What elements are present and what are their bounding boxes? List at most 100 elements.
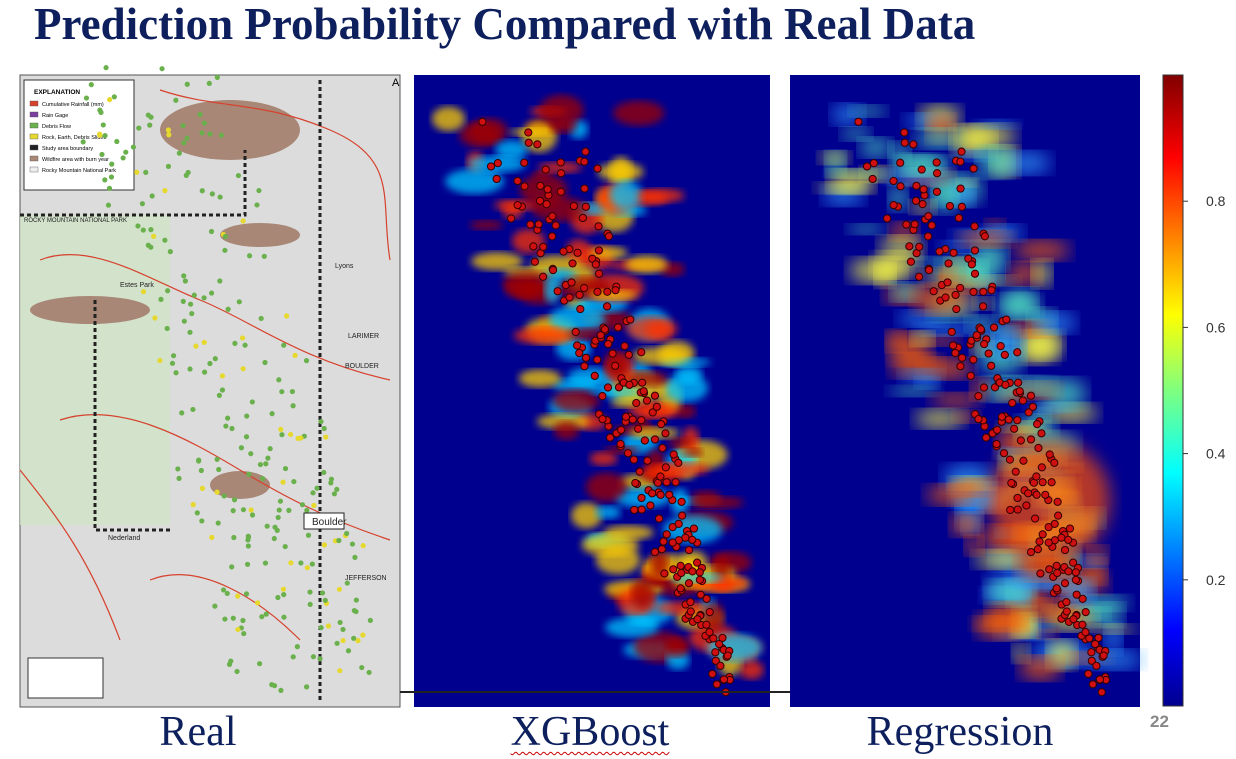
observed-point (1032, 490, 1041, 499)
observed-point (905, 242, 914, 251)
observed-point (889, 176, 898, 186)
map-dot (218, 132, 224, 138)
burn-area (160, 100, 300, 160)
observed-point (967, 260, 976, 269)
map-dot (167, 249, 173, 255)
observed-point (979, 287, 988, 296)
map-dot (349, 541, 356, 547)
map-dot (258, 315, 264, 322)
map-dot (336, 586, 343, 592)
observed-point (1095, 675, 1105, 684)
observed-point (575, 290, 584, 300)
observed-point (715, 640, 724, 649)
observed-point (637, 493, 646, 503)
legend-text: Debris Flow (42, 124, 71, 130)
map-dot (259, 614, 265, 620)
observed-point (569, 201, 579, 211)
observed-point (688, 567, 697, 576)
observed-point (978, 302, 988, 311)
observed-point (602, 302, 612, 311)
map-dot (311, 502, 317, 509)
heat-blob (1008, 262, 1041, 285)
map-dot (318, 625, 324, 631)
map-dot (184, 81, 190, 87)
observed-point (1062, 607, 1071, 616)
heat-blob (1024, 330, 1064, 360)
observed-point (969, 287, 978, 296)
map-dot (249, 512, 256, 518)
observed-point (712, 680, 721, 689)
map-dot (219, 387, 226, 393)
map-dot (139, 201, 145, 207)
map-dot (170, 353, 177, 359)
observed-point (573, 341, 582, 350)
observed-point (1078, 594, 1087, 603)
map-dot (158, 296, 164, 302)
observed-point (600, 325, 609, 334)
heat-blob (513, 326, 573, 345)
observed-point (637, 348, 646, 357)
observed-point (924, 232, 933, 241)
heat-blob (571, 502, 603, 529)
map-dot (97, 132, 103, 138)
observed-point (956, 184, 965, 193)
observed-point (590, 371, 599, 380)
observed-point (974, 392, 983, 401)
observed-point (956, 362, 965, 371)
map-dot (162, 237, 168, 243)
heat-blob (987, 580, 1034, 606)
observed-point (581, 353, 591, 362)
map-dot (140, 289, 147, 295)
observed-point (917, 165, 926, 174)
observed-point (1087, 656, 1096, 665)
map-dot (187, 329, 193, 335)
map-dot (240, 366, 246, 372)
observed-point (1047, 478, 1056, 487)
map-dot (209, 290, 215, 296)
map-dot (207, 131, 213, 137)
observed-point (526, 220, 535, 229)
observed-point (1016, 436, 1025, 445)
map-dot (352, 554, 358, 560)
observed-point (943, 278, 952, 287)
map-dot (201, 369, 208, 375)
map-dot (180, 298, 186, 304)
observed-point (548, 212, 557, 221)
observed-point (1013, 416, 1022, 425)
map-dot (212, 603, 218, 609)
observed-point (1044, 538, 1053, 547)
heat-blob (589, 387, 640, 396)
map-dot (267, 446, 273, 452)
observed-point (702, 620, 711, 629)
slide-title: Prediction Probability Compared with Rea… (34, 0, 976, 49)
observed-point (980, 232, 990, 241)
map-dot (194, 510, 200, 516)
observed-point (1085, 634, 1094, 643)
observed-point (1091, 640, 1100, 649)
observed-point (956, 283, 965, 293)
observed-point (539, 242, 548, 251)
heat-blob (1038, 629, 1059, 640)
map-dot (243, 434, 250, 440)
map-dot (272, 524, 278, 530)
observed-point (980, 339, 989, 349)
observed-point (695, 568, 704, 577)
observed-point (711, 648, 720, 657)
observed-point (530, 257, 540, 266)
observed-point (1078, 620, 1087, 629)
map-dot (216, 466, 222, 473)
observed-point (640, 436, 649, 445)
observed-point (674, 458, 683, 467)
heat-blob (850, 105, 887, 117)
map-dot (216, 392, 223, 398)
map-dot (299, 502, 306, 508)
observed-point (990, 383, 1000, 392)
observed-point (1044, 523, 1053, 532)
map-dot (187, 301, 194, 307)
map-dot (148, 227, 154, 233)
observed-point (1019, 456, 1028, 465)
map-dot (134, 169, 140, 175)
panel-label: XGBoost (510, 709, 670, 755)
observed-point (588, 254, 597, 263)
legend-symbol (29, 111, 39, 118)
